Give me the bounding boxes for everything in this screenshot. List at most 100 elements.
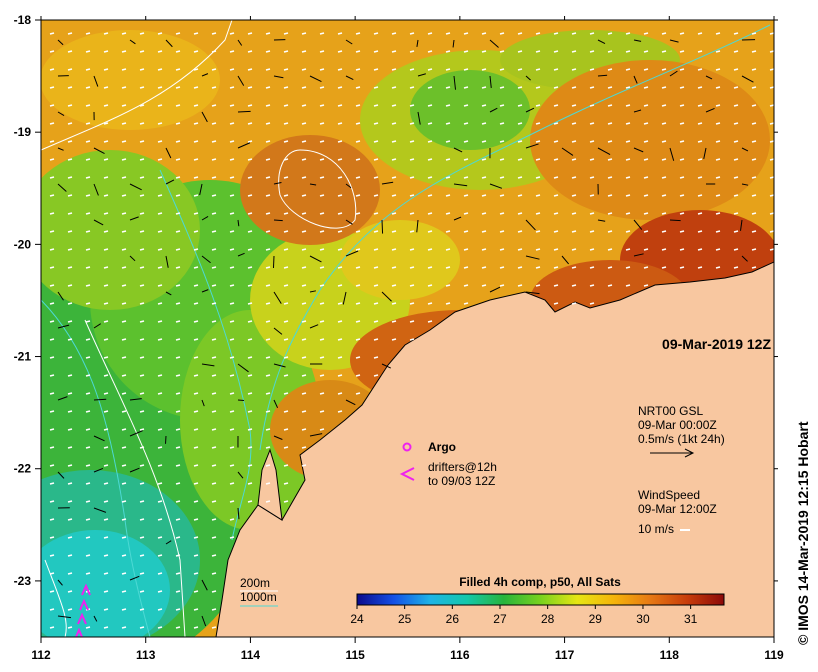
wind-vector [229, 194, 235, 197]
current-vector [129, 183, 142, 191]
wind-vector [175, 608, 181, 611]
wind-vector [733, 248, 739, 251]
wind-vector [229, 302, 235, 305]
wind-vector [409, 338, 415, 341]
wind-vector [697, 50, 703, 53]
wind-vector [139, 482, 145, 485]
argo-marker-icon [402, 442, 412, 452]
wind-vector [445, 86, 451, 89]
wind-vector [427, 230, 433, 233]
wind-vector [355, 68, 361, 71]
wind-vector [715, 176, 721, 179]
wind-vector [697, 86, 703, 89]
wind-vector [445, 248, 451, 251]
wind-vector [247, 50, 253, 53]
wind-vector [769, 176, 774, 179]
drifter-track [81, 583, 91, 596]
wind-vector [193, 500, 199, 503]
wind-vector [247, 392, 253, 395]
wind-vector [85, 140, 91, 143]
wind-vector [481, 284, 487, 287]
wind-vector [49, 500, 55, 503]
wind-vector [319, 176, 325, 179]
wind-vector [427, 68, 433, 71]
current-vector [705, 108, 715, 113]
wind-vector [517, 284, 523, 287]
wind-vector [337, 104, 343, 107]
wind-vector [499, 104, 505, 107]
wind-vector [211, 32, 217, 35]
current-vector [342, 291, 347, 305]
current-vector [165, 291, 172, 296]
wind-vector [157, 626, 163, 629]
wind-vector [247, 428, 253, 431]
wind-vector [373, 158, 379, 161]
wind-vector [211, 266, 217, 269]
wind-vector [391, 176, 397, 179]
wind-vector [679, 104, 685, 107]
current-vector [273, 219, 283, 222]
wind-vector [121, 392, 127, 395]
wind-vector [67, 158, 73, 161]
wind-vector [103, 536, 109, 539]
wind-vector [373, 176, 379, 179]
wind-vector [643, 194, 649, 197]
wind-vector [283, 158, 289, 161]
wind-vector [139, 104, 145, 107]
wind-vector [211, 122, 217, 125]
wind-vector [517, 140, 523, 143]
wind-vector [103, 50, 109, 53]
wind-vector [445, 230, 451, 233]
wind-vector [175, 104, 181, 107]
wind-vector [319, 68, 325, 71]
wind-vector [607, 158, 613, 161]
wind-vector [121, 536, 127, 539]
wind-vector [445, 50, 451, 53]
wind-vector [661, 248, 667, 251]
wind-vector [193, 464, 199, 467]
wind-vector [85, 320, 91, 323]
wind-vector [355, 212, 361, 215]
current-vector [165, 147, 172, 159]
wind-vector [103, 104, 109, 107]
wind-vector [121, 212, 127, 215]
wind-vector [247, 230, 253, 233]
current-vector [633, 75, 638, 84]
wind-vector [49, 626, 55, 629]
colorbar-tick-label: 25 [398, 612, 412, 626]
wind-vector [193, 32, 199, 35]
wind-vector [337, 158, 343, 161]
current-vector [237, 39, 243, 46]
current-vector [57, 579, 63, 586]
wind-vector [283, 446, 289, 449]
wind-vector [625, 212, 631, 215]
wind-vector [679, 68, 685, 71]
wind-vector [643, 140, 649, 143]
wind-vector [427, 212, 433, 215]
wind-vector [499, 50, 505, 53]
wind-vector [391, 68, 397, 71]
wind-vector [265, 230, 271, 233]
wind-vector [553, 230, 559, 233]
wind-vector [319, 140, 325, 143]
wind-vector [679, 158, 685, 161]
wind-vector [229, 158, 235, 161]
current-vector [57, 324, 70, 329]
wind-vector [85, 500, 91, 503]
wind-vector [607, 194, 613, 197]
wind-vector [157, 194, 163, 197]
wind-vector [337, 374, 343, 377]
current-vector [57, 291, 64, 301]
wind-vector [157, 176, 163, 179]
wind-vector [67, 86, 73, 89]
wind-vector [625, 32, 631, 35]
wind-vector [85, 464, 91, 467]
wind-vector [499, 68, 505, 71]
wind-vector [679, 86, 685, 89]
wind-vector [319, 86, 325, 89]
wind-vector [49, 410, 55, 413]
wind-vector [49, 464, 55, 467]
current-vector [740, 219, 743, 231]
wind-vector [139, 356, 145, 359]
drifters-legend-date: to 09/03 12Z [428, 474, 495, 488]
